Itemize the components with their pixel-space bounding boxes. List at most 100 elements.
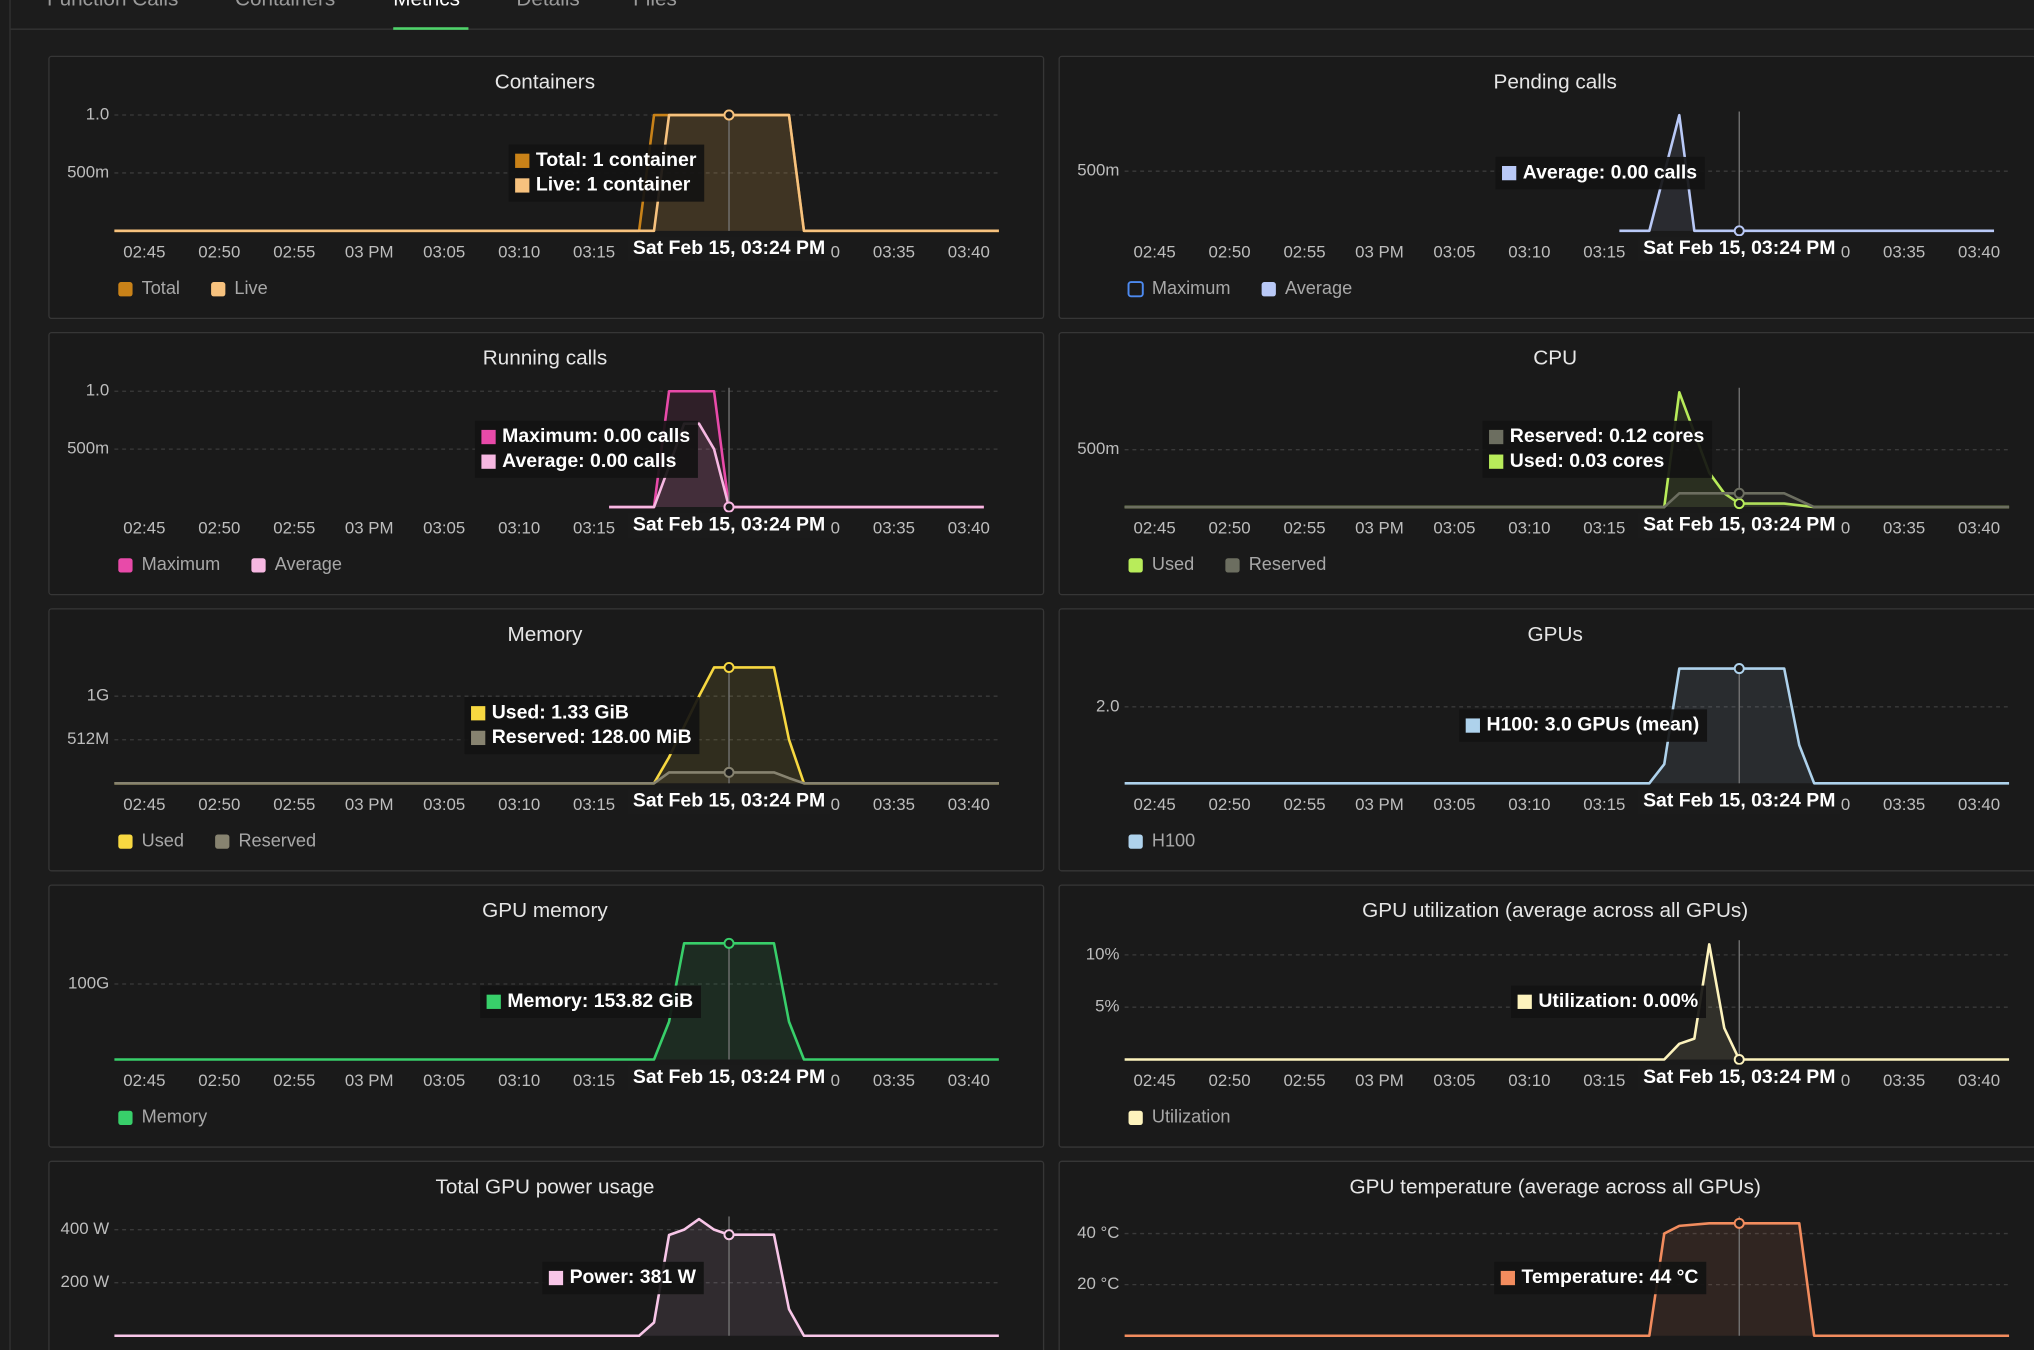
- hover-dot: [1733, 663, 1745, 675]
- tooltip-box: [1459, 709, 1708, 742]
- tab[interactable]: Files: [633, 0, 677, 10]
- y-tick-label: 500m: [1077, 439, 1119, 458]
- y-tick-label: 2.0: [1096, 696, 1119, 715]
- tooltip-text: H100: 3.0 GPUs (mean): [1486, 714, 1699, 736]
- x-tick-label: 03:40: [948, 1071, 990, 1090]
- tooltip-swatch: [1489, 429, 1504, 445]
- series-line: [1124, 667, 2010, 785]
- x-tick-label: 03:35: [1883, 519, 1925, 538]
- cursor-label-bg: [1637, 512, 1841, 539]
- x-tick-label: 03:15: [573, 242, 615, 261]
- cursor-label-bg: [627, 512, 831, 539]
- legend-label: Total: [142, 278, 180, 298]
- series-line: [1124, 1222, 2010, 1338]
- card: [48, 1160, 1045, 1350]
- x-tick-label: 03:40: [1958, 795, 2000, 814]
- x-tick-label: 03:35: [873, 519, 915, 538]
- x-tick-label: 03:15: [1583, 795, 1625, 814]
- x-tick-label: 03:35: [873, 795, 915, 814]
- chart-card: GPU memory 100G 02:45 02:50 02:55 03 PM 03:05 0…: [48, 884, 1045, 1148]
- y-tick-label: 100G: [68, 973, 109, 992]
- tooltip: Average: 0.00 calls: [1495, 156, 1705, 190]
- tooltip-swatch: [486, 994, 501, 1009]
- cursor-label: Sat Feb 15, 03:24 PM: [1643, 237, 1835, 259]
- x-tick-label: 02:45: [1134, 242, 1176, 261]
- tooltip-swatch: [515, 153, 530, 168]
- tooltip-box: [474, 420, 698, 478]
- x-tick-label: 03:40: [1958, 1071, 2000, 1090]
- chart-card: Pending calls 500m 02:45 02:50 02:55 03 PM 03:…: [1058, 55, 2034, 320]
- tooltip: H100: 3.0 GPUs (mean): [1459, 709, 1708, 742]
- x-tick-label: 03:40: [948, 519, 990, 538]
- tooltip-text: Reserved: 0.12 cores: [1510, 425, 1705, 447]
- tooltip-box: [542, 1261, 704, 1295]
- tooltip-text: Used: 1.33 GiB: [492, 701, 629, 723]
- chart-title: GPUs: [1528, 623, 1583, 646]
- cursor-label-bg: [627, 788, 831, 815]
- tooltip-text: Average: 0.00 calls: [502, 450, 677, 472]
- y-tick-label: 1.0: [86, 381, 109, 400]
- hover-dot: [723, 501, 735, 513]
- x-tick-label: 03:15: [1583, 519, 1625, 538]
- cursor-label: Sat Feb 15, 03:24 PM: [1643, 1066, 1835, 1088]
- tab[interactable]: Details: [516, 0, 579, 10]
- x-tick-label: 03 PM: [345, 795, 394, 814]
- x-tick-label: 02:45: [123, 519, 165, 538]
- tooltip-swatch: [1489, 454, 1504, 469]
- chart-card: Memory 512M 1G 02:45 02:50 02:55 03 PM 03:05 03:…: [48, 608, 1045, 872]
- y-tick-label: 20 °C: [1077, 1274, 1119, 1293]
- tab[interactable]: Function Calls: [47, 0, 178, 10]
- x-tick-label: 02:45: [1134, 519, 1176, 538]
- tab[interactable]: Containers: [235, 0, 335, 10]
- chart-title: GPU memory: [482, 899, 608, 922]
- x-tick-label: 03:15: [1583, 1071, 1625, 1090]
- x-tick-label: 03 PM: [1355, 795, 1404, 814]
- legend-label: Reserved: [238, 830, 316, 850]
- chart-card: GPUs 2.0 02:45 02:50 02:55 03 PM 03:05 03:10 03:…: [1058, 608, 2034, 872]
- chart-title: Total GPU power usage: [435, 1175, 654, 1198]
- chart-title: GPU utilization (average across all GPUs…: [1362, 899, 1748, 922]
- chart-card: GPU temperature (average across all GPUs…: [1058, 1160, 2034, 1350]
- legend-swatch: [118, 282, 133, 297]
- hover-dot: [1733, 498, 1745, 510]
- legend-label: Live: [234, 278, 267, 298]
- x-tick-label: 03:05: [423, 519, 465, 538]
- cursor-label: Sat Feb 15, 03:24 PM: [1643, 513, 1835, 535]
- cursor-label-bg: [1637, 236, 1841, 262]
- x-tick-label: 03:35: [873, 242, 915, 261]
- hover-dot: [723, 766, 735, 778]
- legend-label: Used: [1152, 554, 1194, 574]
- tooltip-text: Memory: 153.82 GiB: [507, 990, 693, 1012]
- x-tick-label: 02:50: [198, 519, 240, 538]
- chart-card: GPU utilization (average across all GPUs…: [1058, 884, 2034, 1148]
- legend-swatch: [1225, 558, 1240, 573]
- y-tick-label: 500m: [67, 439, 109, 458]
- tab[interactable]: Metrics: [393, 0, 460, 10]
- x-tick-label: 03:15: [573, 795, 615, 814]
- x-tick-label: 03:10: [498, 519, 540, 538]
- tooltip-text: Power: 381 W: [570, 1266, 697, 1288]
- tooltip-text: Live: 1 container: [536, 174, 691, 196]
- x-tick-label: 03:40: [1958, 519, 2000, 538]
- hover-dot: [1733, 1217, 1745, 1229]
- tooltip-text: Temperature: 44 °C: [1521, 1266, 1698, 1288]
- tooltip: Memory: 153.82 GiB: [480, 985, 701, 1019]
- area: [1124, 668, 2010, 784]
- series-line: [114, 113, 999, 233]
- tooltip: Total: 1 container Live: 1 container: [508, 144, 705, 202]
- x-tick-label: 03:15: [1583, 242, 1625, 261]
- legend-swatch: [251, 558, 266, 573]
- x-tick-label: 03:40: [1958, 242, 2000, 261]
- x-tick-label: 03:05: [423, 242, 465, 261]
- tooltip-box: [1511, 985, 1706, 1019]
- y-tick-label: 1.0: [86, 104, 109, 123]
- legend-label: H100: [1152, 830, 1195, 850]
- tooltip-text: Maximum: 0.00 calls: [502, 425, 690, 447]
- tooltip-text: Average: 0.00 calls: [1523, 161, 1698, 183]
- x-tick-label: 02:55: [1283, 1071, 1325, 1090]
- legend-label: Reserved: [1249, 554, 1327, 574]
- tooltip-box: [464, 697, 700, 755]
- tooltip: Utilization: 0.00%: [1511, 985, 1706, 1019]
- area: [1124, 493, 2010, 508]
